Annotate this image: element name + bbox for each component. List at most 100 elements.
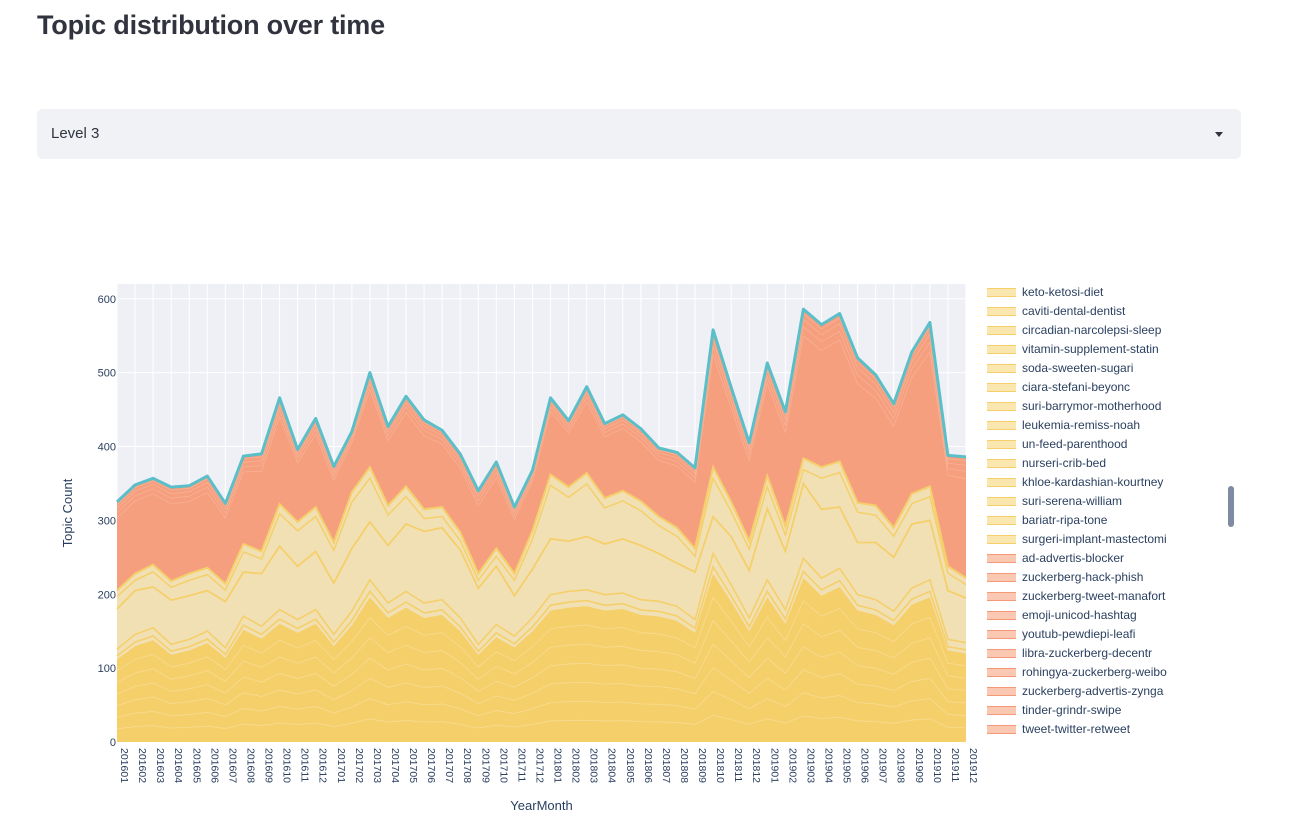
legend-item[interactable]: youtub-pewdiepi-leafi <box>986 626 1186 645</box>
legend-item[interactable]: zuckerberg-advertis-zynga <box>986 683 1186 702</box>
legend-label: circadian-narcolepsi-sleep <box>1022 323 1162 337</box>
series-line-yellow <box>116 481 967 610</box>
x-tick-label: 201808 <box>678 748 690 783</box>
legend-item[interactable]: suri-serena-william <box>986 493 1186 512</box>
legend-item[interactable]: tinder-grindr-swipe <box>986 702 1186 721</box>
legend-item[interactable]: caviti-dental-dentist <box>986 303 1186 322</box>
x-tick-label: 201902 <box>786 748 798 783</box>
area-yellow-stack <box>117 573 966 742</box>
x-tick-label: 201812 <box>750 748 762 783</box>
legend-swatch <box>987 649 1016 658</box>
legend-item[interactable]: soda-sweeten-sugari <box>986 360 1186 379</box>
x-tick-label: 201910 <box>931 748 943 783</box>
series-line-yellow <box>116 468 967 598</box>
x-tick-label: 201706 <box>425 748 437 783</box>
series-line-yellow <box>116 643 967 695</box>
legend-item[interactable]: emoji-unicod-hashtag <box>986 607 1186 626</box>
level-select[interactable]: Level 3 <box>37 109 1241 159</box>
x-tick-label: 201804 <box>606 748 618 783</box>
legend-item[interactable]: suri-barrymor-motherhood <box>986 398 1186 417</box>
x-tick-label: 201906 <box>859 748 871 783</box>
legend-label: caviti-dental-dentist <box>1022 304 1126 318</box>
legend-swatch <box>987 326 1016 335</box>
y-tick-label: 200 <box>98 589 116 601</box>
legend-label: zuckerberg-hack-phish <box>1022 570 1144 584</box>
x-tick-label: 201705 <box>407 748 419 783</box>
legend-item[interactable]: rohingya-zuckerberg-weibo <box>986 664 1186 683</box>
x-tick-label: 201601 <box>118 748 130 783</box>
legend-swatch <box>987 592 1016 601</box>
legend-swatch <box>987 459 1016 468</box>
y-tick-label: 100 <box>98 663 116 675</box>
x-tick-label: 201604 <box>172 748 184 783</box>
legend-swatch <box>987 725 1016 734</box>
series-line-yellow <box>116 564 967 657</box>
legend-swatch <box>987 478 1016 487</box>
legend-item[interactable]: ciara-stefani-beyonc <box>986 379 1186 398</box>
legend-swatch <box>987 440 1016 449</box>
legend-item[interactable]: leukemia-remiss-noah <box>986 417 1186 436</box>
legend-label: ad-advertis-blocker <box>1022 551 1125 565</box>
legend-swatch <box>987 630 1016 639</box>
legend-item[interactable]: tweet-twitter-retweet <box>986 721 1186 740</box>
x-tick-label: 201712 <box>533 748 545 783</box>
legend-item[interactable]: circadian-narcolepsi-sleep <box>986 322 1186 341</box>
x-tick-label: 201912 <box>967 748 979 783</box>
legend-swatch <box>987 497 1016 506</box>
x-tick-label: 201603 <box>154 748 166 783</box>
x-tick-label: 201703 <box>371 748 383 783</box>
series-line-yellow <box>116 456 967 592</box>
x-tick-label: 201602 <box>136 748 148 783</box>
legend-label: libra-zuckerberg-decentr <box>1022 646 1153 660</box>
series-line-yellow <box>116 667 967 707</box>
legend-item[interactable]: nurseri-crib-bed <box>986 455 1186 474</box>
x-tick-label: 201805 <box>624 748 636 783</box>
x-tick-label: 201908 <box>895 748 907 783</box>
legend-label: tinder-grindr-swipe <box>1022 703 1122 717</box>
y-tick-label: 300 <box>98 515 116 527</box>
legend-item[interactable]: un-feed-parenthood <box>986 436 1186 455</box>
legend-item[interactable]: khloe-kardashian-kourtney <box>986 474 1186 493</box>
legend-item[interactable]: ad-advertis-blocker <box>986 550 1186 569</box>
x-tick-label: 201707 <box>443 748 455 783</box>
y-tick-label: 500 <box>98 368 116 380</box>
y-tick-label: 0 <box>110 737 116 749</box>
x-tick-label: 201904 <box>822 748 834 783</box>
legend-item[interactable]: zuckerberg-hack-phish <box>986 569 1186 588</box>
x-tick-label: 201909 <box>913 748 925 783</box>
legend-label: bariatr-ripa-tone <box>1022 513 1108 527</box>
legend-label: tweet-twitter-retweet <box>1022 722 1131 736</box>
legend-label: khloe-kardashian-kourtney <box>1022 475 1164 489</box>
x-axis-title: YearMonth <box>510 798 572 813</box>
level-select-value: Level 3 <box>51 125 100 142</box>
x-tick-label: 201911 <box>949 748 961 782</box>
x-tick-label: 201806 <box>642 748 654 783</box>
x-tick-label: 201709 <box>479 748 491 783</box>
x-tick-label: 201802 <box>570 748 582 783</box>
y-tick-label: 600 <box>98 294 116 306</box>
legend-label: emoji-unicod-hashtag <box>1022 608 1137 622</box>
legend-swatch <box>987 573 1016 582</box>
legend-item[interactable]: libra-zuckerberg-decentr <box>986 645 1186 664</box>
legend-swatch <box>987 554 1016 563</box>
legend-item[interactable]: surgeri-implant-mastectomi <box>986 531 1186 550</box>
chevron-down-icon[interactable] <box>1215 132 1223 137</box>
legend-swatch <box>987 611 1016 620</box>
legend-item[interactable]: bariatr-ripa-tone <box>986 512 1186 531</box>
x-tick-label: 201905 <box>841 748 853 783</box>
legend-label: nurseri-crib-bed <box>1022 456 1107 470</box>
legend-swatch <box>987 668 1016 677</box>
legend-label: soda-sweeten-sugari <box>1022 361 1134 375</box>
series-line-orange <box>116 335 967 521</box>
legend-item[interactable]: vitamin-supplement-statin <box>986 341 1186 360</box>
x-tick-label: 201701 <box>335 748 347 783</box>
legend-swatch <box>987 706 1016 715</box>
legend-label: vitamin-supplement-statin <box>1022 342 1159 356</box>
legend-item[interactable]: zuckerberg-tweet-manafort <box>986 588 1186 607</box>
legend-scrollbar[interactable] <box>1228 486 1234 527</box>
legend-item[interactable]: keto-ketosi-diet <box>986 284 1186 303</box>
y-axis-title: Topic Count <box>60 478 75 547</box>
legend-label: rohingya-zuckerberg-weibo <box>1022 665 1167 679</box>
legend-label: zuckerberg-tweet-manafort <box>1022 589 1166 603</box>
